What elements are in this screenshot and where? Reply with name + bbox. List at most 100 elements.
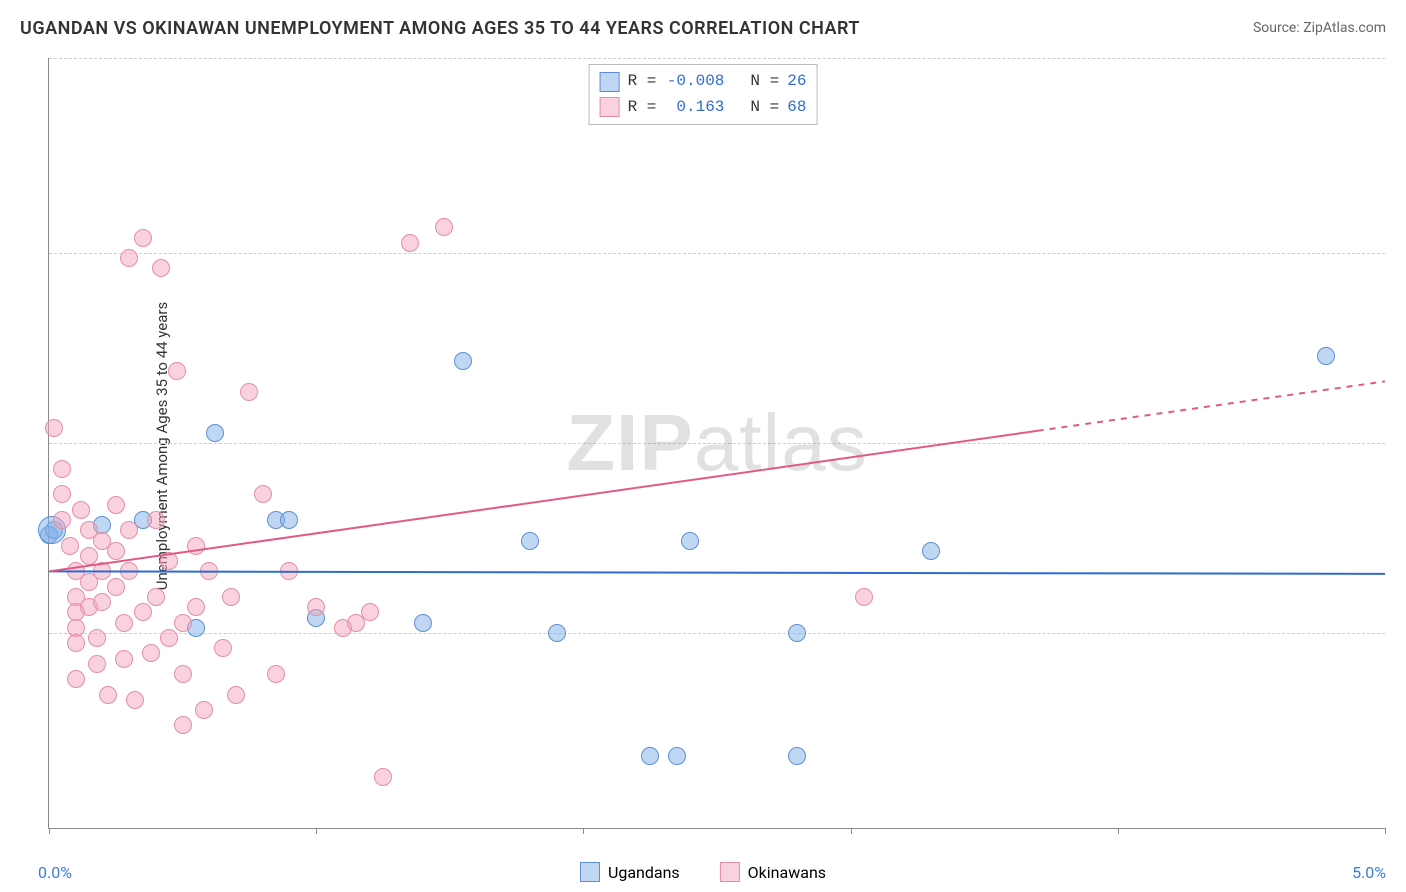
scatter-point-okinawans (115, 650, 133, 668)
n-value: 26 (787, 69, 806, 95)
scatter-point-okinawans (152, 259, 170, 277)
y-tick-label: 7.5% (1395, 434, 1406, 453)
swatch-ugandans (580, 862, 600, 882)
scatter-point-okinawans (61, 537, 79, 555)
scatter-point-okinawans (134, 603, 152, 621)
n-label: N = (750, 95, 779, 121)
scatter-point-okinawans (168, 362, 186, 380)
stats-row-ugandans: R = -0.008 N = 26 (600, 69, 807, 95)
scatter-point-okinawans (214, 639, 232, 657)
swatch-ugandans (600, 72, 620, 92)
gridline (49, 633, 1385, 634)
scatter-point-ugandans (548, 624, 566, 642)
scatter-point-okinawans (80, 547, 98, 565)
x-tick (316, 828, 317, 834)
x-tick (851, 828, 852, 834)
swatch-okinawans (720, 862, 740, 882)
x-tick (1118, 828, 1119, 834)
legend-label: Ugandans (608, 863, 680, 882)
scatter-point-okinawans (267, 665, 285, 683)
scatter-point-okinawans (126, 691, 144, 709)
scatter-point-okinawans (142, 644, 160, 662)
scatter-point-okinawans (107, 542, 125, 560)
r-label: R = (628, 69, 657, 95)
scatter-point-okinawans (147, 511, 165, 529)
r-label: R = (628, 95, 657, 121)
scatter-point-ugandans (641, 747, 659, 765)
scatter-point-okinawans (174, 716, 192, 734)
r-value: 0.163 (664, 95, 724, 121)
scatter-point-ugandans (206, 424, 224, 442)
scatter-point-okinawans (174, 614, 192, 632)
scatter-point-ugandans (668, 747, 686, 765)
gridline (49, 443, 1385, 444)
source-name: ZipAtlas.com (1303, 20, 1386, 36)
scatter-point-okinawans (120, 521, 138, 539)
scatter-point-ugandans (1317, 347, 1335, 365)
gridline (49, 58, 1385, 59)
scatter-point-okinawans (93, 562, 111, 580)
x-tick (1385, 828, 1386, 834)
scatter-point-ugandans (922, 542, 940, 560)
scatter-point-okinawans (120, 249, 138, 267)
x-tick (583, 828, 584, 834)
scatter-point-okinawans (240, 383, 258, 401)
scatter-point-okinawans (160, 629, 178, 647)
stats-legend: R = -0.008 N = 26 R = 0.163 N = 68 (589, 64, 818, 125)
scatter-point-ugandans (788, 624, 806, 642)
legend-item-okinawans: Okinawans (720, 862, 826, 882)
scatter-point-okinawans (99, 686, 117, 704)
scatter-point-okinawans (401, 234, 419, 252)
scatter-point-okinawans (107, 578, 125, 596)
scatter-point-okinawans (134, 229, 152, 247)
scatter-point-okinawans (200, 562, 218, 580)
scatter-point-okinawans (187, 598, 205, 616)
scatter-point-okinawans (361, 603, 379, 621)
scatter-point-okinawans (45, 419, 63, 437)
chart-container: UGANDAN VS OKINAWAN UNEMPLOYMENT AMONG A… (0, 0, 1406, 892)
scatter-point-okinawans (115, 614, 133, 632)
scatter-point-okinawans (120, 562, 138, 580)
scatter-point-okinawans (67, 670, 85, 688)
swatch-okinawans (600, 97, 620, 117)
y-tick-label: 3.8% (1395, 623, 1406, 642)
scatter-point-okinawans (174, 665, 192, 683)
scatter-point-ugandans (521, 532, 539, 550)
scatter-point-okinawans (222, 588, 240, 606)
bottom-legend: Ugandans Okinawans (580, 862, 826, 882)
scatter-point-okinawans (67, 634, 85, 652)
legend-label: Okinawans (748, 863, 826, 882)
scatter-point-okinawans (107, 496, 125, 514)
scatter-point-okinawans (307, 598, 325, 616)
n-label: N = (750, 69, 779, 95)
n-value: 68 (787, 95, 806, 121)
legend-item-ugandans: Ugandans (580, 862, 680, 882)
scatter-point-okinawans (227, 686, 245, 704)
scatter-point-okinawans (855, 588, 873, 606)
scatter-point-okinawans (53, 485, 71, 503)
scatter-point-okinawans (160, 552, 178, 570)
y-tick-label: 15.0% (1395, 49, 1406, 68)
r-value: -0.008 (664, 69, 724, 95)
scatter-point-okinawans (72, 501, 90, 519)
source-prefix: Source: (1253, 20, 1303, 36)
chart-title: UGANDAN VS OKINAWAN UNEMPLOYMENT AMONG A… (20, 18, 860, 39)
scatter-point-okinawans (147, 588, 165, 606)
scatter-point-okinawans (53, 460, 71, 478)
scatter-point-ugandans (681, 532, 699, 550)
x-axis-max-label: 5.0% (1352, 863, 1386, 882)
scatter-point-okinawans (88, 629, 106, 647)
scatter-point-okinawans (187, 537, 205, 555)
scatter-point-ugandans (454, 352, 472, 370)
trend-line-ugandans (49, 571, 1385, 574)
scatter-point-okinawans (93, 593, 111, 611)
scatter-point-okinawans (435, 218, 453, 236)
scatter-point-okinawans (88, 655, 106, 673)
scatter-point-okinawans (195, 701, 213, 719)
scatter-point-okinawans (254, 485, 272, 503)
scatter-point-okinawans (374, 768, 392, 786)
source-label: Source: ZipAtlas.com (1253, 20, 1386, 36)
stats-row-okinawans: R = 0.163 N = 68 (600, 95, 807, 121)
scatter-point-ugandans (414, 614, 432, 632)
scatter-point-ugandans (788, 747, 806, 765)
